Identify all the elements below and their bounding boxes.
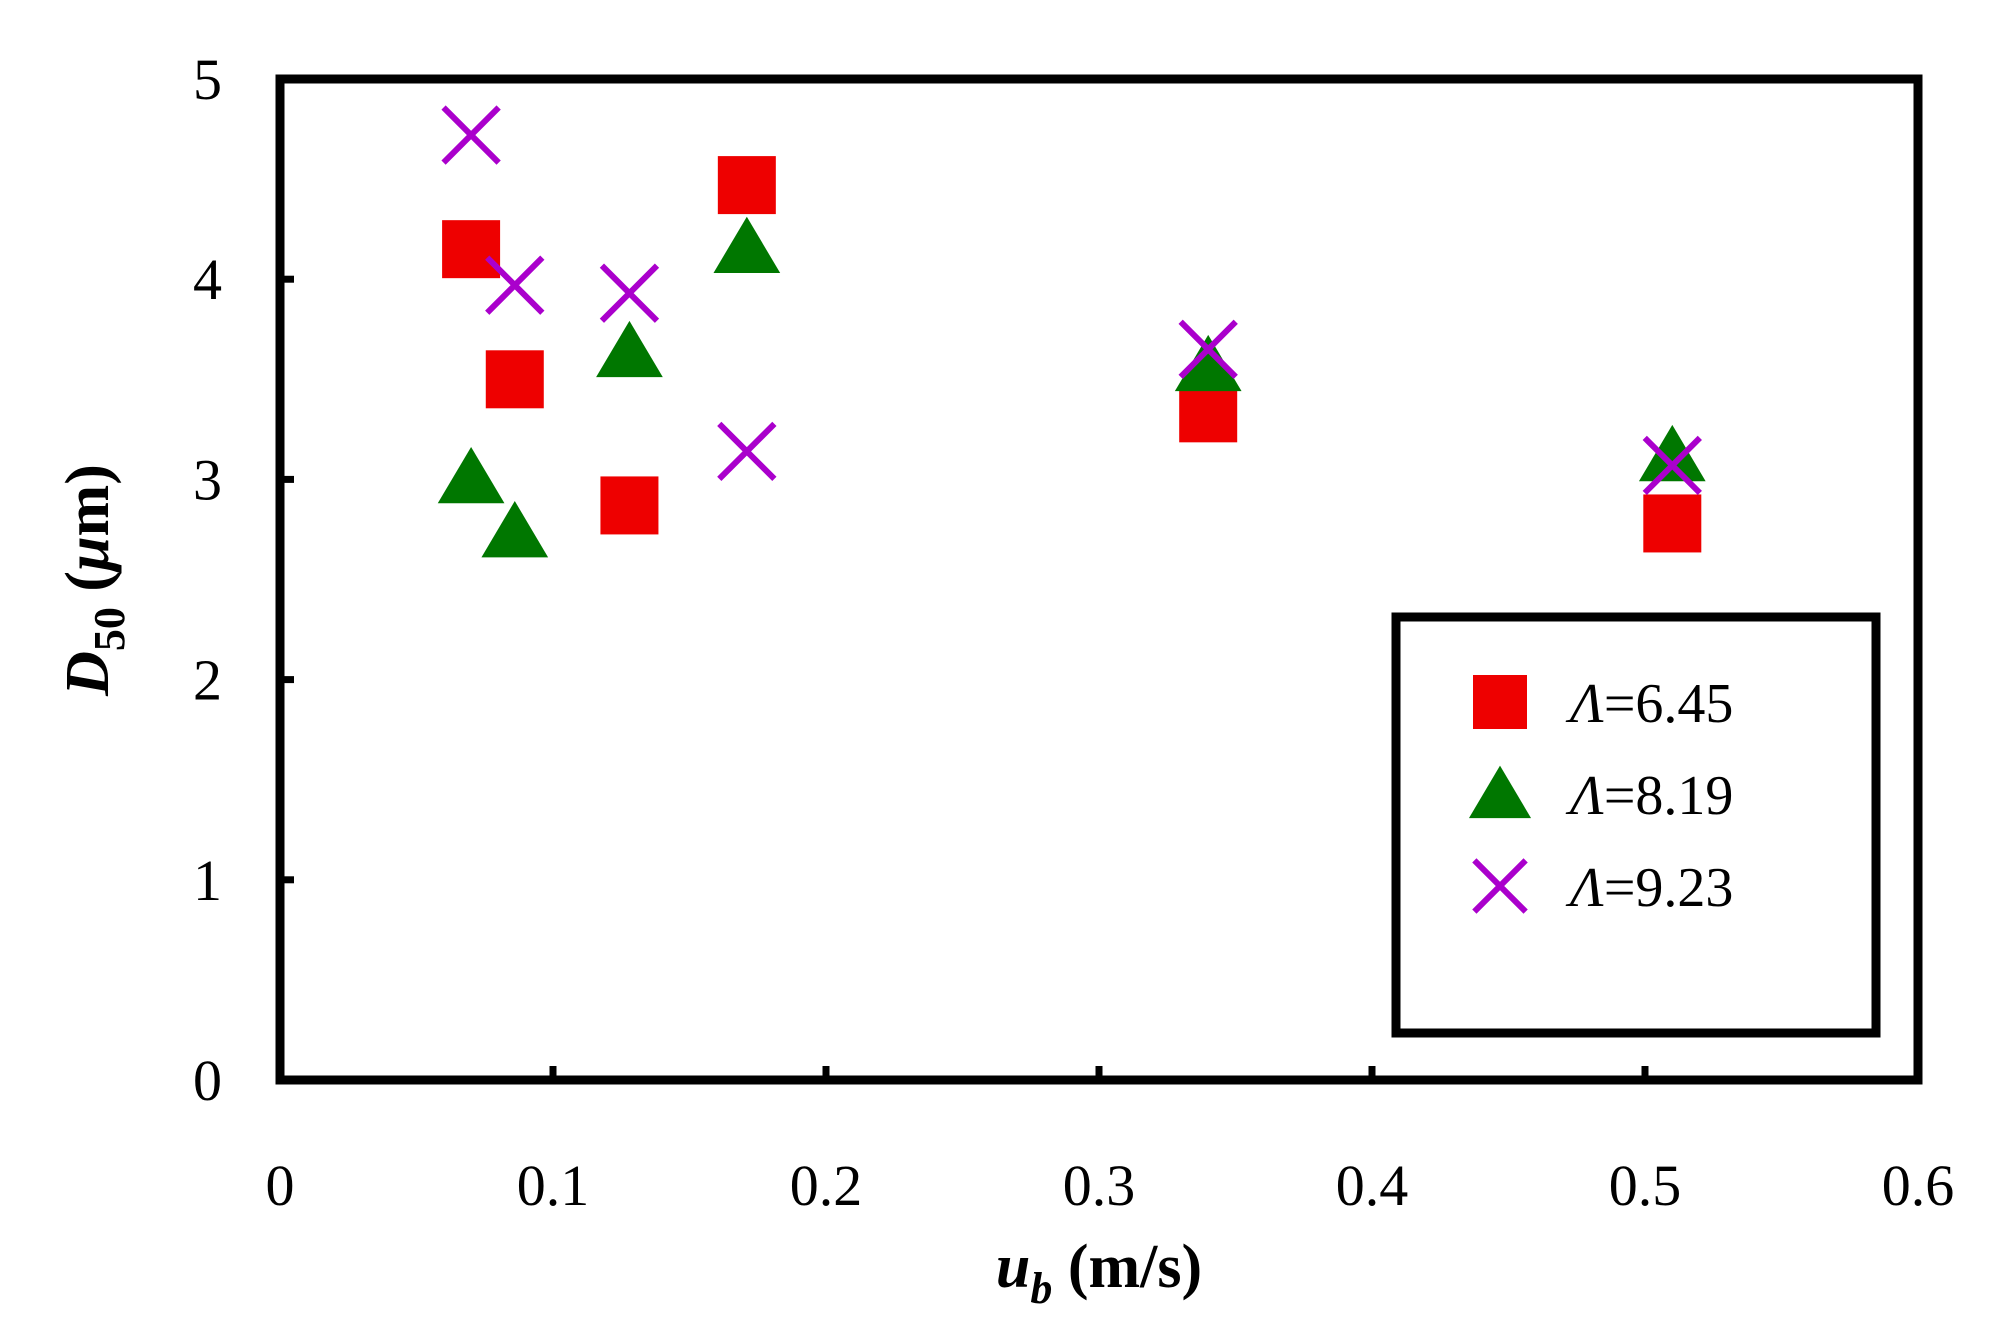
- legend-label-value: =6.45: [1604, 673, 1734, 735]
- data-point-x: [441, 105, 501, 165]
- x-tick-label: 0.1: [517, 1153, 590, 1218]
- data-point-triangle: [437, 446, 505, 504]
- data-point-triangle: [596, 320, 663, 378]
- y-tick-label: 1: [193, 848, 222, 913]
- data-point-triangle: [481, 501, 549, 558]
- data-point-x: [599, 263, 660, 323]
- legend-label: Λ=9.23: [1565, 857, 1733, 919]
- legend-label-symbol: Λ: [1565, 765, 1604, 827]
- y-tick-label: 2: [193, 648, 222, 713]
- data-point-triangle: [1174, 334, 1242, 392]
- legend-label-value: =9.23: [1604, 857, 1734, 919]
- x-tick-label: 0: [266, 1153, 295, 1218]
- series-square: [442, 156, 1702, 553]
- y-axis-title-main: D: [54, 651, 122, 697]
- x-axis-title: ub (m/s): [996, 1233, 1202, 1313]
- legend-marker-square: [1473, 675, 1527, 729]
- legend-label-symbol: Λ: [1565, 673, 1604, 735]
- legend-marker-x: [1472, 858, 1528, 914]
- x-tick-label: 0.5: [1609, 1153, 1682, 1218]
- series-triangle: [437, 216, 1706, 558]
- data-point-square: [442, 220, 501, 279]
- y-axis-title-unit-rest: m): [54, 464, 122, 536]
- y-tick-label: 0: [193, 1048, 222, 1113]
- legend-marker-triangle: [1468, 765, 1532, 819]
- legend-label-value: =8.19: [1604, 765, 1734, 827]
- x-tick-label: 0.4: [1336, 1153, 1409, 1218]
- data-point-square: [1643, 494, 1702, 553]
- x-axis: 0 0.1 0.2 0.3 0.4 0.5 0.6: [266, 1066, 1955, 1218]
- data-point-x: [485, 255, 545, 315]
- y-axis-title-unit-mu: μ: [54, 536, 122, 573]
- x-tick-label: 0.3: [1063, 1153, 1136, 1218]
- y-axis-title: D50 (μm): [54, 464, 134, 697]
- legend-item: Λ=8.19: [1468, 765, 1733, 827]
- data-point-square: [1179, 384, 1238, 443]
- legend-label: Λ=6.45: [1565, 673, 1733, 735]
- legend-item: Λ=9.23: [1472, 857, 1733, 919]
- data-point-square: [600, 476, 659, 535]
- legend: Λ=6.45Λ=8.19Λ=9.23: [1391, 612, 1881, 1038]
- data-point-x: [1178, 319, 1238, 379]
- y-tick-label: 4: [193, 247, 222, 312]
- legend-label: Λ=8.19: [1565, 765, 1733, 827]
- data-point-triangle: [713, 216, 781, 274]
- x-tick-label: 0.6: [1882, 1153, 1955, 1218]
- y-tick-label: 5: [193, 47, 222, 112]
- y-axis-title-unit-open: (: [54, 571, 122, 592]
- series-x: [441, 105, 1702, 496]
- legend-item: Λ=6.45: [1473, 673, 1733, 735]
- y-axis-title-sub: 50: [85, 607, 134, 651]
- data-point-square: [485, 350, 544, 409]
- x-axis-title-unit: (m/s): [1068, 1233, 1202, 1301]
- data-point-x: [717, 421, 777, 482]
- data-points: [437, 105, 1706, 558]
- x-tick-label: 0.2: [790, 1153, 863, 1218]
- data-point-x: [1642, 435, 1702, 496]
- y-axis: 0 1 2 3 4 5: [193, 47, 294, 1113]
- x-axis-title-sub: b: [1030, 1264, 1052, 1313]
- y-tick-label: 3: [193, 447, 222, 512]
- x-axis-title-main: u: [996, 1233, 1030, 1301]
- data-point-triangle: [1638, 424, 1706, 482]
- legend-label-symbol: Λ: [1565, 857, 1604, 919]
- data-point-square: [717, 156, 776, 215]
